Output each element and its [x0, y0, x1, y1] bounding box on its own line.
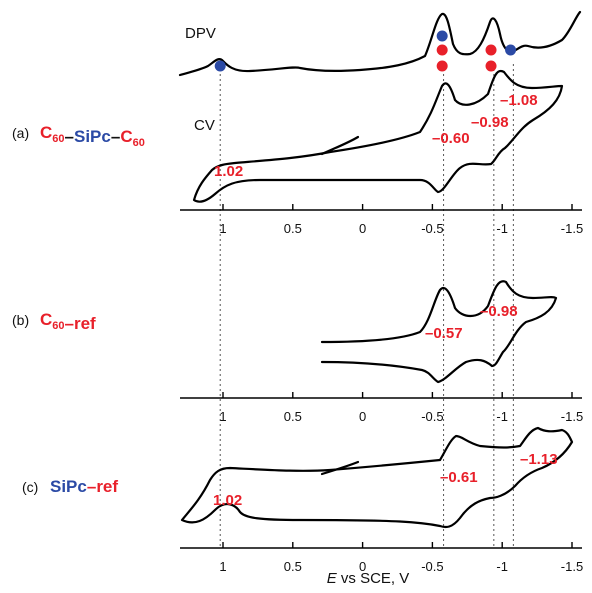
name-subscript-4: 60 — [133, 137, 145, 149]
annotation-b-1: –0.98 — [480, 303, 518, 320]
tick-label: -1 — [496, 409, 508, 424]
panel-label-a: (a) — [12, 125, 29, 141]
x-axis-title-rest: vs SCE, V — [337, 570, 410, 587]
cv-curve-a — [192, 69, 564, 203]
x-axis-title-var: E — [327, 570, 338, 587]
name-part-1: –ref — [87, 477, 119, 496]
annotation-c-1: –0.61 — [440, 469, 478, 486]
dpv-marker-0 — [214, 60, 226, 72]
panel-a: DPV CV 1 0.5 0 -0.5 -1 -1.5 1.02–0.60–0.98–1.… — [12, 10, 583, 236]
tick-label: -1 — [496, 559, 508, 574]
name-part-0: C — [40, 310, 52, 329]
compound-name-c: SiPc–ref — [50, 477, 118, 496]
x-ticks-b: 1 0.5 0 -0.5 -1 -1.5 — [219, 392, 583, 424]
x-ticks-a: 1 0.5 0 -0.5 -1 -1.5 — [219, 204, 583, 236]
cv-label: CV — [194, 117, 215, 134]
tick-label: 0 — [359, 559, 366, 574]
panel-name-b: (b) C60–ref — [12, 310, 96, 333]
annotation-a-1: –0.60 — [432, 130, 470, 147]
tick-label: -1.5 — [561, 221, 583, 236]
name-part-1: –ref — [65, 314, 97, 333]
dpv-marker-6 — [505, 44, 517, 56]
cv-start-a — [320, 135, 360, 156]
panel-name-a: (a) C60–SiPc–C60 — [12, 123, 145, 149]
dpv-marker-3 — [436, 60, 448, 72]
compound-name-b: C60–ref — [40, 310, 96, 333]
annotations-b: –0.57 –0.98 — [425, 303, 518, 342]
dpv-marker-1 — [436, 30, 448, 42]
panel-label-c: (c) — [22, 479, 38, 495]
tick-label: 1 — [219, 221, 226, 236]
panel-name-c: (c) SiPc–ref — [22, 477, 118, 496]
annotation-b-0: –0.57 — [425, 325, 463, 342]
annotation-c-2: –1.13 — [520, 451, 558, 468]
cv-curve-b — [320, 280, 558, 384]
tick-label: 0.5 — [284, 409, 302, 424]
annotation-a-0: 1.02 — [214, 163, 243, 180]
guide-lines — [219, 64, 514, 548]
cv-start-c — [320, 460, 360, 476]
dpv-marker-2 — [436, 44, 448, 56]
x-axis-title: E vs SCE, V — [327, 570, 410, 587]
tick-label: 0 — [359, 221, 366, 236]
annotation-a-2: –0.98 — [471, 114, 509, 131]
name-part-3: – — [111, 127, 120, 146]
dpv-markers — [214, 30, 517, 72]
panel-b: 1 0.5 0 -0.5 -1 -1.5 –0.57 –0.98 (b) C60–ref — [12, 280, 583, 424]
name-part-2: SiPc — [74, 127, 111, 146]
cv-curve-c — [180, 426, 574, 529]
compound-name-a: C60–SiPc–C60 — [40, 123, 145, 149]
tick-label: 0 — [359, 409, 366, 424]
tick-label: -0.5 — [421, 221, 443, 236]
annotation-a-3: –1.08 — [500, 92, 538, 109]
tick-label: 1 — [219, 559, 226, 574]
dpv-curve-a — [178, 10, 582, 77]
tick-label: 0.5 — [284, 221, 302, 236]
tick-label: -1.5 — [561, 559, 583, 574]
dpv-marker-5 — [485, 60, 497, 72]
x-ticks-c: 1 0.5 0 -0.5 -1 -1.5 — [219, 542, 583, 574]
name-part-0: C — [40, 123, 52, 142]
tick-label: -0.5 — [421, 559, 443, 574]
tick-label: 1 — [219, 409, 226, 424]
panel-c: 1 0.5 0 -0.5 -1 -1.5 1.02 –0.61 –1.13 (c) SiPc–… — [22, 426, 583, 574]
dpv-marker-4 — [485, 44, 497, 56]
name-part-0: SiPc — [50, 477, 87, 496]
name-part-4: C — [120, 127, 132, 146]
name-part-1: – — [65, 127, 74, 146]
tick-label: 0.5 — [284, 559, 302, 574]
annotations-c: 1.02 –0.61 –1.13 — [213, 451, 558, 509]
name-subscript-0: 60 — [52, 133, 64, 145]
annotation-c-0: 1.02 — [213, 492, 242, 509]
tick-label: -1.5 — [561, 409, 583, 424]
annotations-a: 1.02 –0.60–0.98 –1.08 — [214, 92, 538, 180]
name-subscript-0: 60 — [52, 320, 64, 332]
tick-label: -1 — [496, 221, 508, 236]
dpv-label: DPV — [185, 25, 216, 42]
tick-label: -0.5 — [421, 409, 443, 424]
panel-label-b: (b) — [12, 312, 29, 328]
